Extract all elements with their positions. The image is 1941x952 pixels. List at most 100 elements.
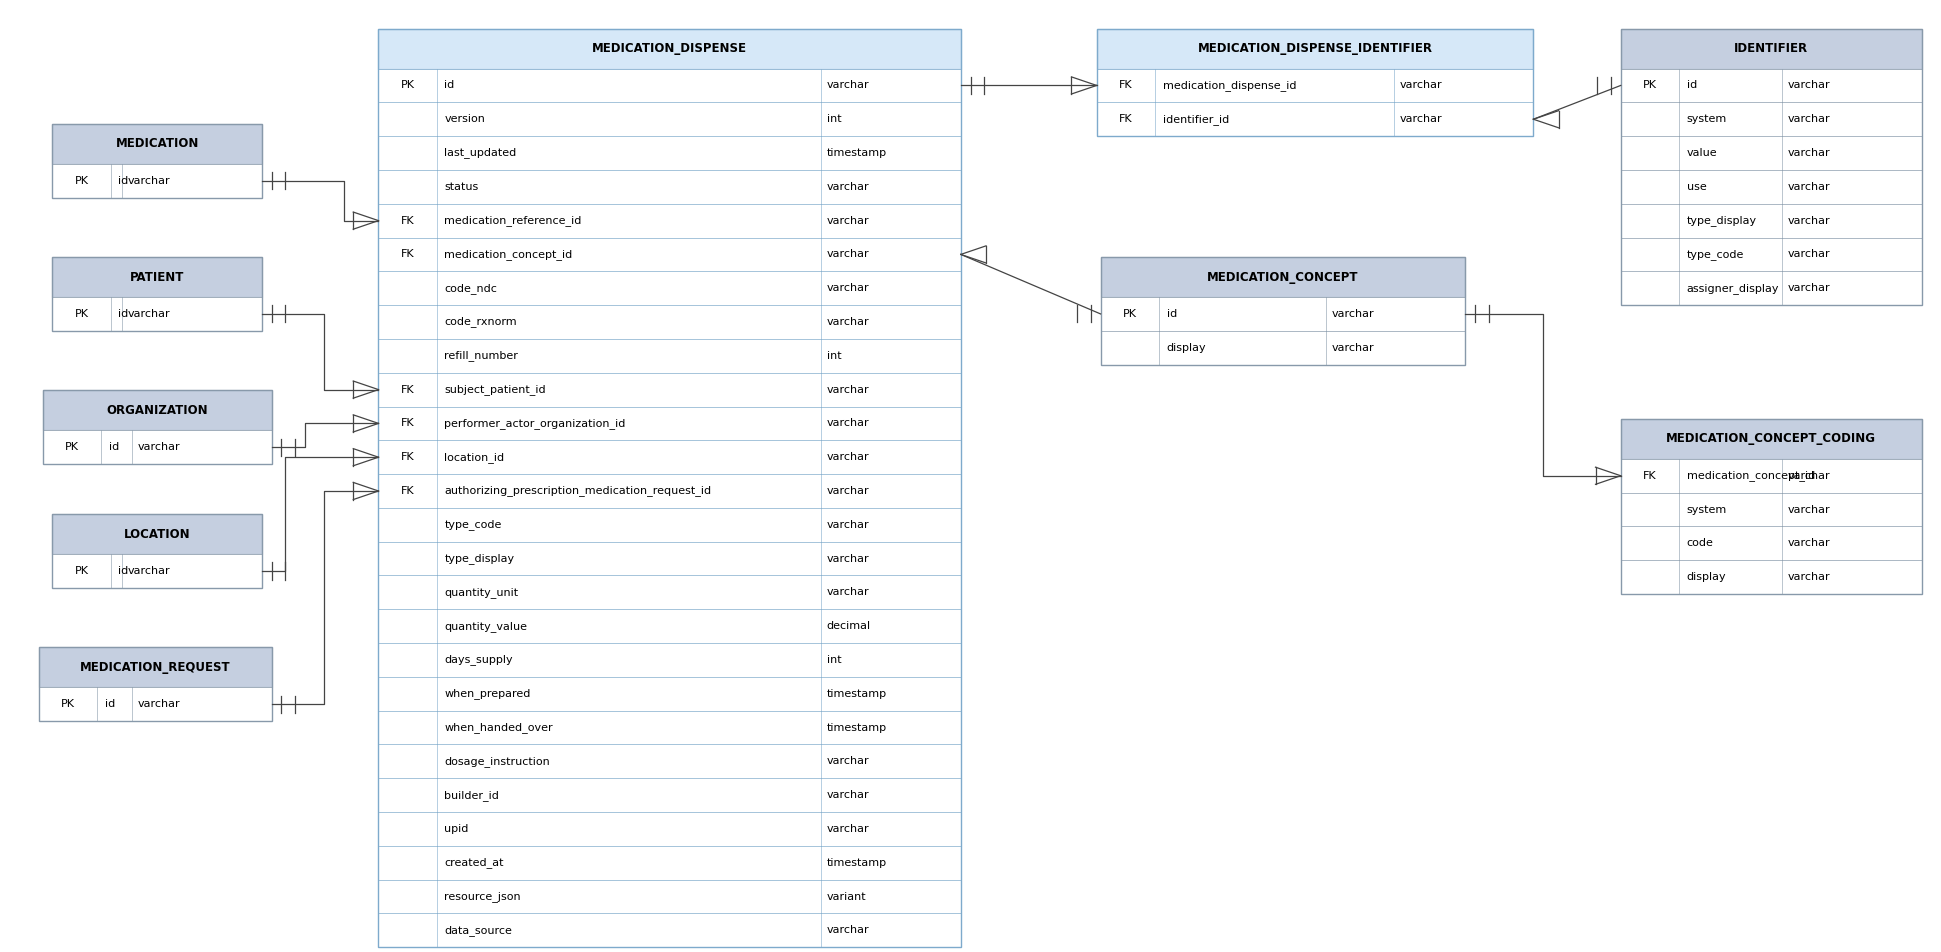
Bar [378,812,961,845]
Bar [1097,103,1533,136]
Text: varchar: varchar [1788,114,1830,125]
Bar [378,710,961,744]
Bar [378,29,961,947]
Text: builder_id: builder_id [444,790,499,801]
Text: varchar: varchar [138,699,181,709]
Bar [378,474,961,508]
Text: FK: FK [1118,80,1134,90]
Text: MEDICATION: MEDICATION [116,137,198,150]
Text: varchar: varchar [1332,308,1374,319]
Text: varchar: varchar [1788,505,1830,515]
Text: medication_dispense_id: medication_dispense_id [1163,80,1297,90]
Text: FK: FK [400,486,415,496]
Text: variant: variant [827,891,866,902]
Text: varchar: varchar [1788,283,1830,293]
Text: type_display: type_display [1687,215,1757,226]
Bar [1621,526,1922,560]
Bar [43,390,272,430]
Bar [1621,419,1922,594]
Text: int: int [827,350,842,361]
Text: system: system [1687,505,1727,515]
Text: id: id [1687,80,1696,90]
Text: timestamp: timestamp [827,148,887,158]
Bar [1621,136,1922,170]
Text: assigner_display: assigner_display [1687,283,1780,293]
Text: varchar: varchar [827,823,870,834]
Bar [52,297,262,330]
Text: varchar: varchar [827,283,870,293]
Bar [1621,459,1922,493]
Text: varchar: varchar [1788,148,1830,158]
Bar [378,170,961,204]
Bar [1101,257,1465,365]
Text: decimal: decimal [827,621,872,631]
Bar [378,238,961,271]
Text: varchar: varchar [827,215,870,226]
Bar [52,124,262,164]
Bar [1101,297,1465,330]
Text: PK: PK [74,308,89,319]
Text: PK: PK [64,442,80,452]
Text: when_prepared: when_prepared [444,688,532,699]
Text: last_updated: last_updated [444,148,516,158]
Text: IDENTIFIER: IDENTIFIER [1733,42,1809,55]
Text: medication_concept_id: medication_concept_id [444,249,573,260]
Bar [378,609,961,644]
Bar [43,430,272,464]
Text: FK: FK [1118,114,1134,125]
Text: varchar: varchar [1788,572,1830,583]
Text: MEDICATION_CONCEPT: MEDICATION_CONCEPT [1207,270,1359,284]
Text: MEDICATION_DISPENSE_IDENTIFIER: MEDICATION_DISPENSE_IDENTIFIER [1198,42,1432,55]
Text: display: display [1167,343,1205,353]
Bar [1621,493,1922,526]
Text: status: status [444,182,479,192]
Text: id: id [118,308,128,319]
Text: MEDICATION_CONCEPT_CODING: MEDICATION_CONCEPT_CODING [1665,432,1877,446]
Text: id: id [118,565,128,576]
Text: days_supply: days_supply [444,655,512,665]
Text: PATIENT: PATIENT [130,270,184,284]
Bar [52,124,262,198]
Text: varchar: varchar [827,418,870,428]
Text: varchar: varchar [1399,114,1442,125]
Bar [1621,419,1922,459]
Text: varchar: varchar [1788,470,1830,481]
Text: int: int [827,114,842,125]
Bar [1101,331,1465,365]
Bar [1097,29,1533,136]
Text: MEDICATION_REQUEST: MEDICATION_REQUEST [80,661,231,674]
Text: PK: PK [400,80,415,90]
Text: performer_actor_organization_id: performer_actor_organization_id [444,418,625,428]
Text: FK: FK [1642,470,1658,481]
Bar [378,542,961,575]
Text: FK: FK [400,215,415,226]
Text: varchar: varchar [1788,215,1830,226]
Bar [378,677,961,710]
Text: type_code: type_code [444,520,503,530]
Text: PK: PK [1122,308,1137,319]
Bar [378,508,961,542]
Bar [52,257,262,331]
Text: PK: PK [74,565,89,576]
Text: varchar: varchar [827,249,870,260]
Text: code_rxnorm: code_rxnorm [444,317,516,327]
Text: quantity_unit: quantity_unit [444,587,518,598]
Text: type_display: type_display [444,553,514,564]
Bar [378,440,961,474]
Text: authorizing_prescription_medication_request_id: authorizing_prescription_medication_requ… [444,486,712,496]
Text: id: id [118,175,128,186]
Text: FK: FK [400,418,415,428]
Text: resource_json: resource_json [444,891,520,902]
Text: varchar: varchar [827,520,870,530]
Bar [52,514,262,588]
Bar [1621,238,1922,271]
Text: dosage_instruction: dosage_instruction [444,756,549,766]
Text: location_id: location_id [444,452,505,463]
Bar [43,390,272,465]
Bar [378,575,961,609]
Bar [378,29,961,69]
Bar [1621,29,1922,305]
Text: varchar: varchar [827,452,870,463]
Bar [378,914,961,947]
Text: varchar: varchar [128,308,171,319]
